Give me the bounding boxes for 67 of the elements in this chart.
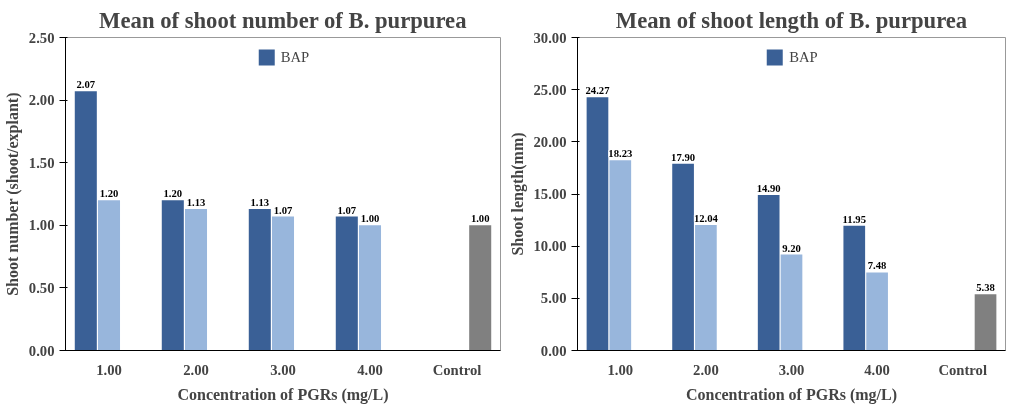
bar [695, 224, 717, 351]
bar [780, 254, 803, 351]
data-label: 2.07 [76, 79, 96, 91]
x-axis-title: Concentration of PGRs (mg/L) [685, 385, 898, 404]
y-tick-label: 0.50 [28, 279, 55, 296]
data-label: 1.13 [250, 197, 270, 209]
x-tick-label: 1.00 [96, 361, 122, 378]
legend-label: BAP [789, 48, 818, 66]
data-label: 12.04 [693, 212, 719, 224]
x-tick-label: 4.00 [357, 361, 383, 378]
data-label: 24.27 [585, 85, 611, 97]
y-tick-label: 0.00 [540, 342, 567, 359]
data-label: 1.13 [186, 197, 206, 209]
data-label: 17.90 [671, 151, 696, 163]
bar [843, 225, 866, 351]
data-label: 1.07 [273, 204, 293, 216]
bar [358, 225, 382, 351]
bar [469, 225, 492, 351]
y-tick-label: 1.50 [28, 154, 55, 171]
bar [271, 216, 295, 351]
x-tick-label: Control [938, 361, 987, 378]
bar [74, 91, 97, 351]
y-tick-label: 25.00 [533, 81, 567, 98]
data-label: 7.48 [867, 260, 887, 272]
bar [248, 209, 271, 351]
bar [97, 200, 121, 351]
bar [586, 97, 609, 351]
y-tick-label: 20.00 [533, 133, 567, 150]
data-label: 18.23 [608, 148, 633, 160]
bar [757, 195, 780, 351]
y-tick-label: 10.00 [533, 238, 567, 255]
chart-title: Mean of shoot length of B. purpurea [615, 7, 968, 33]
x-tick-label: 2.00 [693, 361, 719, 378]
y-axis-title: Shoot number (shoot/explant) [3, 92, 22, 296]
x-tick-label: 3.00 [778, 361, 805, 378]
x-axis-title: Concentration of PGRs (mg/L) [177, 385, 389, 404]
bar [866, 272, 888, 351]
bar [161, 200, 184, 351]
y-tick-label: 1.00 [28, 217, 55, 234]
data-label: 1.00 [470, 213, 490, 225]
x-tick-label: 4.00 [864, 361, 890, 378]
legend-label: BAP [280, 48, 310, 66]
y-tick-label: 2.50 [28, 29, 55, 46]
chart-title: Mean of shoot number of B. purpurea [99, 7, 467, 33]
data-label: 1.00 [360, 213, 380, 225]
y-tick-label: 5.00 [540, 290, 567, 307]
bar [609, 160, 632, 351]
data-label: 11.95 [842, 213, 866, 225]
data-label: 9.20 [782, 242, 801, 254]
x-tick-label: 2.00 [183, 361, 209, 378]
data-label: 1.20 [163, 188, 183, 200]
y-tick-label: 15.00 [533, 186, 567, 202]
x-tick-label: Control [432, 361, 482, 378]
data-label: 1.07 [337, 204, 357, 216]
x-tick-label: 3.00 [270, 361, 296, 378]
bar [672, 163, 694, 351]
y-tick-label: 2.00 [28, 92, 55, 109]
bar [184, 209, 208, 351]
y-tick-label: 0.00 [28, 342, 55, 359]
bar [974, 294, 997, 351]
data-label: 1.20 [99, 188, 119, 200]
data-label: 14.90 [756, 183, 781, 195]
bar [335, 216, 358, 351]
y-axis-title: Shoot length(mm) [508, 132, 527, 256]
data-label: 5.38 [976, 282, 995, 294]
x-tick-label: 1.00 [607, 361, 634, 378]
y-tick-label: 30.00 [533, 29, 567, 46]
